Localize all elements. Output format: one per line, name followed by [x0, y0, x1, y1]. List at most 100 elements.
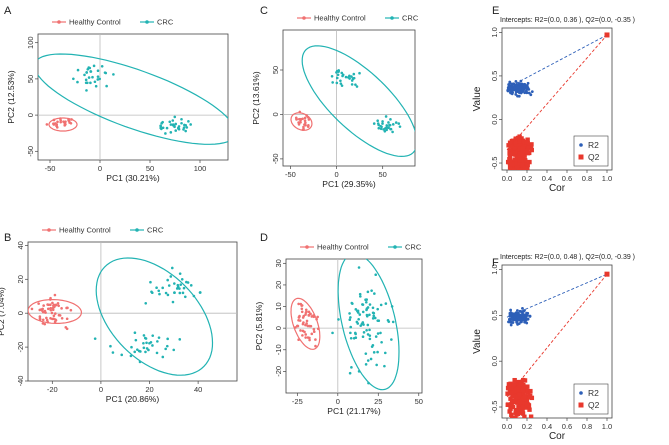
q2-point: [515, 400, 520, 405]
legend-marker-healthy: [57, 20, 61, 24]
legend-label-q2: Q2: [588, 152, 600, 162]
data-point: [391, 123, 395, 126]
data-point: [185, 126, 189, 129]
q2-point: [527, 186, 531, 190]
data-point: [381, 122, 384, 125]
q2-point: [507, 409, 512, 414]
q2-point: [514, 144, 520, 149]
q2-point: [517, 160, 522, 166]
data-point: [142, 341, 145, 345]
q2-point: [507, 158, 513, 164]
data-point: [303, 123, 306, 126]
data-point: [180, 121, 183, 125]
data-point: [298, 314, 301, 318]
legend-label-crc: CRC: [402, 14, 419, 23]
x-tick-label: 50: [379, 170, 387, 179]
legend-marker-healthy: [302, 16, 306, 20]
q2-point: [509, 183, 513, 187]
data-point: [365, 313, 369, 317]
data-point: [364, 300, 368, 304]
data-point: [151, 344, 154, 347]
x-tick-label: 0.2: [522, 422, 532, 431]
confidence-ellipse: [337, 259, 400, 391]
r2-point: [518, 87, 522, 91]
data-point: [364, 352, 368, 355]
data-point: [64, 120, 67, 123]
data-point: [155, 286, 158, 289]
data-point: [349, 331, 352, 335]
data-point: [300, 307, 304, 311]
data-point: [380, 125, 383, 129]
x-tick-label: 50: [415, 397, 423, 406]
data-point: [365, 298, 368, 301]
data-point: [173, 115, 177, 119]
data-point: [164, 132, 167, 135]
data-point: [50, 311, 54, 315]
y-tick-label: -20: [16, 342, 25, 353]
data-point: [56, 302, 60, 305]
legend-marker-r2: [579, 391, 583, 395]
data-point: [149, 340, 153, 344]
data-point: [174, 122, 178, 126]
data-point: [299, 329, 302, 332]
r2-point: [509, 91, 512, 94]
legend-marker-q2: [578, 154, 584, 160]
data-point: [307, 118, 311, 121]
data-point: [83, 73, 86, 77]
r2-point: [528, 314, 532, 318]
data-point: [164, 291, 168, 295]
data-point: [53, 312, 57, 315]
data-point: [93, 80, 97, 84]
data-point: [177, 127, 180, 130]
data-point: [41, 318, 45, 322]
data-point: [303, 116, 307, 120]
data-point: [376, 119, 379, 123]
r2-point: [514, 92, 518, 96]
data-point: [41, 310, 45, 314]
data-point: [87, 76, 91, 79]
q2-point: [514, 165, 520, 170]
data-point: [144, 337, 148, 340]
data-point: [297, 121, 300, 124]
data-point: [172, 348, 176, 352]
data-point: [384, 115, 388, 118]
data-point: [30, 307, 34, 311]
data-point: [60, 307, 63, 310]
x-tick-label: 0.0: [502, 174, 512, 183]
q2-point: [517, 392, 522, 397]
y-tick-label: -20: [274, 366, 283, 377]
data-point: [312, 330, 316, 334]
data-point: [64, 123, 67, 126]
data-point: [98, 77, 102, 81]
data-point: [178, 291, 182, 295]
data-point: [59, 120, 62, 124]
data-point: [142, 334, 146, 337]
data-point: [41, 322, 45, 325]
q2-point: [509, 398, 515, 404]
data-point: [52, 317, 55, 321]
data-point: [297, 302, 300, 306]
data-point: [361, 310, 365, 314]
q2-point: [516, 408, 522, 413]
plot-area: [505, 32, 610, 190]
data-point: [379, 127, 383, 131]
data-point: [314, 338, 317, 341]
data-point: [130, 345, 133, 349]
data-point: [173, 282, 176, 285]
data-point: [166, 278, 169, 282]
q2-point: [525, 148, 530, 154]
data-point: [151, 334, 155, 337]
data-point: [144, 301, 148, 305]
data-point: [76, 80, 79, 84]
data-point: [166, 337, 169, 341]
confidence-ellipse: [301, 45, 415, 158]
r2-point: [526, 81, 530, 85]
data-point: [390, 338, 393, 341]
r2-point: [530, 90, 534, 94]
data-point: [178, 287, 181, 290]
data-point: [349, 336, 353, 340]
data-point: [314, 344, 317, 348]
q2-point: [510, 404, 516, 410]
data-point: [134, 338, 138, 342]
